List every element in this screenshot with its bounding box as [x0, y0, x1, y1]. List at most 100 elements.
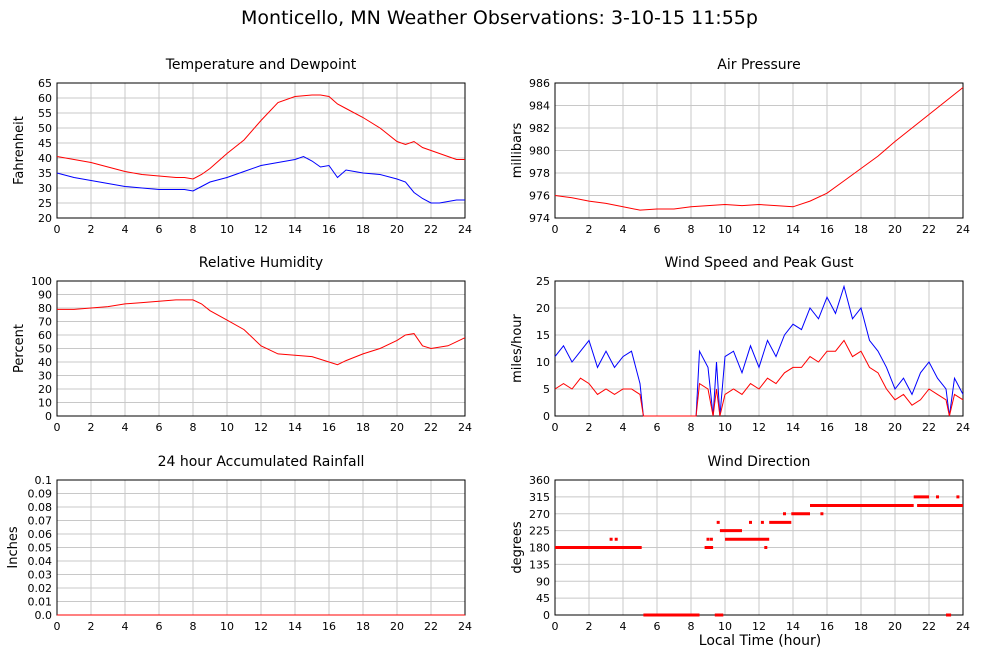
direction-xtick-label: 4 [620, 620, 627, 633]
wind-xtick-label: 18 [854, 421, 868, 434]
wind-ytick-label: 15 [536, 329, 550, 342]
temp-ytick-label: 25 [38, 197, 52, 210]
humidity-xtick-label: 2 [88, 421, 95, 434]
pressure-y-axis-label: millibars [510, 123, 525, 179]
wind-xtick-label: 22 [922, 421, 936, 434]
pressure-ytick-label: 974 [529, 212, 550, 225]
direction-ytick-label: 315 [529, 491, 550, 504]
direction-point [820, 512, 824, 516]
direction-xtick-label: 0 [552, 620, 559, 633]
direction-point [783, 512, 786, 516]
wind-xtick-label: 2 [586, 421, 593, 434]
direction-xtick-label: 16 [820, 620, 834, 633]
humidity-ytick-label: 90 [38, 289, 52, 302]
humidity-xtick-label: 6 [156, 421, 163, 434]
direction-y-axis-label: degrees [510, 521, 525, 574]
pressure-xtick-label: 4 [620, 223, 627, 236]
temp-xtick-label: 4 [122, 223, 129, 236]
page-title: Monticello, MN Weather Observations: 3-1… [241, 7, 758, 29]
direction-xtick-label: 22 [922, 620, 936, 633]
temp-xtick-label: 8 [190, 223, 197, 236]
wind-ytick-label: 10 [536, 356, 550, 369]
rain-xtick-label: 8 [190, 620, 197, 633]
pressure-ytick-label: 978 [529, 167, 550, 180]
temp-ytick-label: 60 [38, 92, 52, 105]
temp-chart-title: Temperature and Dewpoint [165, 57, 357, 73]
pressure-xtick-label: 2 [586, 223, 593, 236]
pressure-xtick-label: 14 [786, 223, 800, 236]
temp-xtick-label: 24 [458, 223, 472, 236]
rain-xtick-label: 18 [356, 620, 370, 633]
direction-point [614, 537, 618, 541]
rain-ytick-label: 0.05 [28, 542, 53, 555]
direction-ytick-label: 90 [536, 575, 550, 588]
temp-xtick-label: 14 [288, 223, 302, 236]
pressure-xtick-label: 18 [854, 223, 868, 236]
temp-xtick-label: 22 [424, 223, 438, 236]
wind-xtick-label: 14 [786, 421, 800, 434]
temp-ytick-label: 45 [38, 137, 52, 150]
temp-xtick-label: 18 [356, 223, 370, 236]
wind-y-axis-label: miles/hour [510, 313, 525, 382]
rain-ytick-label: 0.06 [28, 528, 53, 541]
wind-plot-border [554, 280, 964, 417]
wind-ytick-label: 25 [536, 275, 550, 288]
wind-ytick-label: 5 [543, 383, 550, 396]
direction-point [706, 537, 710, 541]
pressure-xtick-label: 0 [552, 223, 559, 236]
temp-ytick-label: 35 [38, 167, 52, 180]
temp-plot-border [56, 82, 466, 219]
rain-xtick-label: 10 [220, 620, 234, 633]
rain-ytick-label: 0.09 [28, 488, 53, 501]
rain-ytick-label: 0.08 [28, 501, 53, 514]
pressure-ytick-label: 982 [529, 122, 550, 135]
rain-xtick-label: 2 [88, 620, 95, 633]
temp-xtick-label: 12 [254, 223, 268, 236]
humidity-ytick-label: 20 [38, 383, 52, 396]
temp-chart: 0 2 4 6 8 10 12 14 16 18 20 22 242025303540455055606… [12, 57, 472, 236]
direction-point [956, 495, 960, 499]
pressure-ytick-label: 986 [529, 77, 550, 90]
temp-ytick-label: 40 [38, 152, 52, 165]
temp-ytick-label: 65 [38, 77, 52, 90]
direction-xtick-label: 24 [956, 620, 970, 633]
humidity-xtick-label: 16 [322, 421, 336, 434]
wind-xtick-label: 4 [620, 421, 627, 434]
pressure-xtick-label: 16 [820, 223, 834, 236]
x-axis-footer-label: Local Time (hour) [698, 633, 822, 649]
rain-ytick-label: 0.01 [28, 596, 53, 609]
direction-xtick-label: 2 [586, 620, 593, 633]
temp-series-line-1 [56, 155, 465, 204]
direction-xtick-label: 12 [752, 620, 766, 633]
rain-chart-title: 24 hour Accumulated Rainfall [158, 454, 365, 470]
humidity-y-axis-label: Percent [12, 324, 27, 373]
rain-xtick-label: 24 [458, 620, 472, 633]
direction-point [609, 537, 613, 541]
humidity-xtick-label: 8 [190, 421, 197, 434]
rain-xtick-label: 22 [424, 620, 438, 633]
temp-xtick-label: 6 [156, 223, 163, 236]
direction-ytick-label: 45 [536, 592, 550, 605]
pressure-chart-title: Air Pressure [717, 57, 800, 73]
direction-ytick-label: 225 [529, 525, 550, 538]
direction-xtick-label: 8 [688, 620, 695, 633]
wind-series-line-1 [554, 339, 964, 417]
wind-xtick-label: 6 [654, 421, 661, 434]
temp-ytick-label: 20 [38, 212, 52, 225]
rain-xtick-label: 6 [156, 620, 163, 633]
wind-xtick-label: 10 [718, 421, 732, 434]
humidity-xtick-label: 12 [254, 421, 268, 434]
pressure-ytick-label: 980 [529, 145, 550, 158]
pressure-xtick-label: 20 [888, 223, 902, 236]
pressure-xtick-label: 22 [922, 223, 936, 236]
direction-ytick-label: 270 [529, 508, 550, 521]
wind-chart-title: Wind Speed and Peak Gust [665, 255, 854, 271]
pressure-xtick-label: 12 [752, 223, 766, 236]
humidity-ytick-label: 70 [38, 316, 52, 329]
wind-ytick-label: 0 [543, 410, 550, 423]
direction-ytick-label: 180 [529, 542, 550, 555]
humidity-xtick-label: 14 [288, 421, 302, 434]
humidity-ytick-label: 10 [38, 397, 52, 410]
humidity-ytick-label: 30 [38, 370, 52, 383]
